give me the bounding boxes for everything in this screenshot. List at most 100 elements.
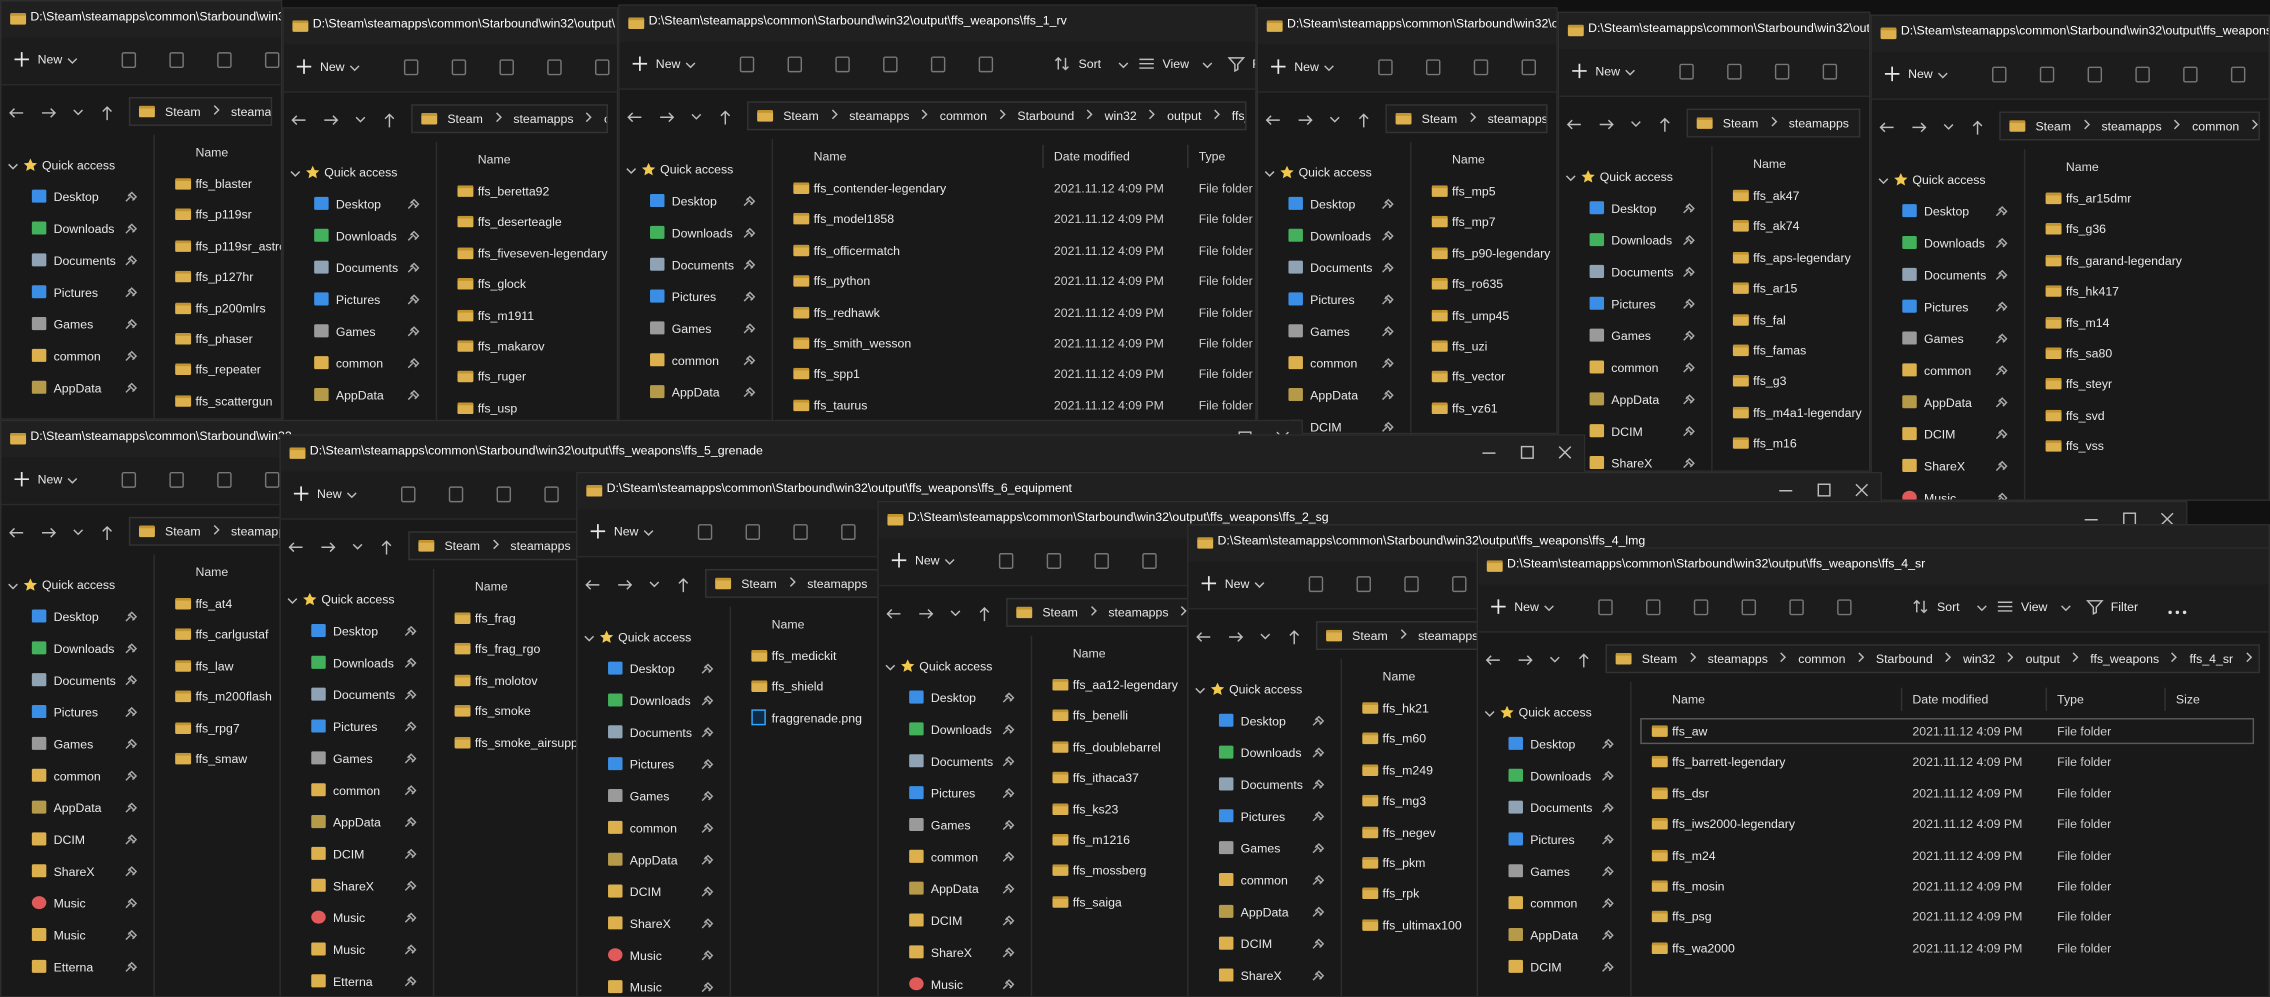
toolbar-button[interactable]: View bbox=[1996, 596, 2077, 616]
breadcrumb-item[interactable]: Steam bbox=[1352, 628, 1388, 643]
file-name[interactable]: ffs_smith_wesson bbox=[813, 335, 912, 351]
sidebar-item[interactable]: DCIM bbox=[1310, 419, 1342, 435]
file-name[interactable]: ffs_m4a1-legendary bbox=[1753, 405, 1862, 420]
sidebar-item[interactable]: Quick access bbox=[1599, 169, 1673, 184]
breadcrumb-item[interactable]: Steam bbox=[1042, 605, 1078, 620]
file-name[interactable]: ffs_phaser bbox=[195, 331, 253, 347]
sidebar-item[interactable]: Quick access bbox=[1298, 165, 1372, 180]
sidebar-item[interactable]: AppData bbox=[53, 380, 102, 396]
sidebar-item[interactable]: Games bbox=[332, 751, 373, 766]
sidebar-item[interactable]: Quick access bbox=[324, 165, 398, 180]
sidebar-item[interactable]: AppData bbox=[1530, 927, 1579, 943]
sidebar-item[interactable]: AppData bbox=[335, 387, 384, 403]
file-name[interactable]: ffs_rpg7 bbox=[195, 720, 240, 735]
sidebar-item[interactable]: Documents bbox=[629, 725, 693, 740]
sidebar-item[interactable]: Documents bbox=[53, 673, 116, 688]
column-header[interactable]: Name bbox=[195, 144, 229, 160]
sidebar-item[interactable]: Music bbox=[53, 927, 86, 943]
new-button[interactable]: New bbox=[1571, 61, 1638, 81]
file-name[interactable]: ffs_repeater bbox=[195, 362, 261, 377]
file-name[interactable]: ffs_pkm bbox=[1382, 855, 1426, 871]
file-name[interactable]: ffs_m200flash bbox=[195, 689, 272, 704]
file-name[interactable]: ffs_ak74 bbox=[1753, 219, 1800, 234]
sidebar-item[interactable]: Music bbox=[930, 977, 964, 992]
sidebar-item[interactable]: ShareX bbox=[332, 878, 375, 894]
breadcrumb-item[interactable]: steamapps bbox=[1487, 111, 1548, 126]
file-name[interactable]: ffs_m16 bbox=[1753, 436, 1797, 451]
sidebar-item[interactable]: Documents bbox=[53, 253, 116, 268]
breadcrumb-item[interactable]: Starbound bbox=[1875, 651, 1933, 666]
file-name[interactable]: ffs_deserteagle bbox=[477, 214, 562, 230]
file-name[interactable]: ffs_famas bbox=[1753, 343, 1807, 358]
file-name[interactable]: ffs_svd bbox=[2065, 407, 2105, 423]
file-name[interactable]: ffs_m249 bbox=[1382, 762, 1433, 778]
column-header[interactable]: Name bbox=[2065, 159, 2099, 174]
file-name[interactable]: ffs_spp1 bbox=[813, 366, 860, 382]
breadcrumb-item[interactable]: steamapps bbox=[510, 538, 571, 554]
new-button[interactable]: New bbox=[631, 54, 698, 74]
sidebar-item[interactable]: Pictures bbox=[629, 757, 675, 772]
column-header[interactable]: Name bbox=[771, 616, 805, 632]
column-header[interactable]: Type bbox=[2057, 692, 2084, 707]
file-name[interactable]: ffs_ruger bbox=[477, 369, 527, 385]
sidebar-item[interactable]: ShareX bbox=[1611, 456, 1653, 471]
file-name[interactable]: ffs_p119sr_astro bbox=[195, 238, 283, 254]
breadcrumb-item[interactable]: steamapps bbox=[513, 111, 574, 126]
file-name[interactable]: ffs_molotov bbox=[474, 672, 538, 688]
file-name[interactable]: ffs_ultimax100 bbox=[1382, 917, 1462, 933]
sidebar-item[interactable]: ShareX bbox=[629, 916, 671, 931]
breadcrumb-item[interactable]: Steam bbox=[1641, 651, 1678, 666]
sidebar-item[interactable]: common bbox=[53, 348, 101, 364]
file-name[interactable]: ffs_m24 bbox=[1672, 847, 1716, 863]
file-name[interactable]: ffs_barrett-legendary bbox=[1672, 754, 1786, 770]
breadcrumb-item[interactable]: output bbox=[2025, 651, 2060, 666]
sidebar-item[interactable]: Pictures bbox=[53, 705, 99, 720]
new-button[interactable]: New bbox=[13, 49, 80, 69]
column-header[interactable]: Name bbox=[1753, 156, 1787, 171]
file-name[interactable]: ffs_negev bbox=[1382, 824, 1436, 840]
breadcrumb-item[interactable]: common bbox=[939, 108, 987, 124]
file-name[interactable]: ffs_taurus bbox=[813, 397, 868, 413]
column-header[interactable]: Name bbox=[477, 152, 511, 167]
file-name[interactable]: ffs_rpk bbox=[1382, 886, 1420, 902]
file-name[interactable]: ffs_usp bbox=[477, 400, 518, 416]
toolbar-button[interactable]: View bbox=[1138, 54, 1219, 74]
sidebar-item[interactable]: Downloads bbox=[1240, 745, 1302, 761]
file-name[interactable]: ffs_model1858 bbox=[813, 211, 895, 227]
sidebar-item[interactable]: Desktop bbox=[335, 196, 382, 212]
sidebar-item[interactable]: Games bbox=[1923, 331, 1964, 347]
sidebar-item[interactable]: Pictures bbox=[1310, 292, 1355, 307]
file-name[interactable]: ffs_psg bbox=[1672, 909, 1712, 925]
sidebar-item[interactable]: ShareX bbox=[930, 945, 972, 960]
file-name[interactable]: ffs_blaster bbox=[195, 176, 252, 192]
breadcrumb-item[interactable]: steamapps bbox=[807, 576, 868, 591]
file-name[interactable]: ffs_wa2000 bbox=[1672, 940, 1735, 956]
sidebar-item[interactable]: Documents bbox=[671, 257, 734, 273]
file-name[interactable]: ffs_ar15 bbox=[1753, 281, 1798, 296]
file-name[interactable]: ffs_shield bbox=[771, 679, 824, 695]
column-header[interactable]: Name bbox=[1072, 645, 1106, 661]
sidebar-item[interactable]: DCIM bbox=[1530, 959, 1562, 975]
sidebar-item[interactable]: Documents bbox=[1310, 260, 1373, 276]
sidebar-item[interactable]: AppData bbox=[1923, 395, 1972, 410]
file-name[interactable]: ffs_vss bbox=[2065, 438, 2104, 454]
column-header[interactable]: Date modified bbox=[1912, 692, 1989, 707]
sidebar-item[interactable]: common bbox=[1611, 360, 1659, 375]
breadcrumb-item[interactable]: Steam bbox=[165, 524, 201, 539]
new-button[interactable]: New bbox=[890, 550, 957, 570]
column-header[interactable]: Name bbox=[1382, 668, 1416, 684]
sidebar-item[interactable]: Pictures bbox=[1923, 299, 1969, 315]
sidebar-item[interactable]: Desktop bbox=[671, 193, 717, 209]
column-header[interactable]: Name bbox=[813, 149, 847, 164]
sidebar-item[interactable]: Desktop bbox=[53, 189, 99, 205]
new-button[interactable]: New bbox=[13, 469, 80, 489]
file-name[interactable]: ffs_garand-legendary bbox=[2065, 253, 2182, 268]
file-name[interactable]: ffs_mossberg bbox=[1072, 863, 1147, 878]
sidebar-item[interactable]: AppData bbox=[1310, 387, 1359, 403]
sidebar-item[interactable]: Downloads bbox=[1310, 228, 1372, 244]
sidebar-item[interactable]: Downloads bbox=[930, 722, 992, 737]
sidebar-item[interactable]: common bbox=[1310, 356, 1358, 371]
sidebar-item[interactable]: Games bbox=[53, 736, 94, 752]
column-header[interactable]: Name bbox=[1672, 692, 1705, 707]
sidebar-item[interactable]: Etterna bbox=[332, 974, 373, 989]
